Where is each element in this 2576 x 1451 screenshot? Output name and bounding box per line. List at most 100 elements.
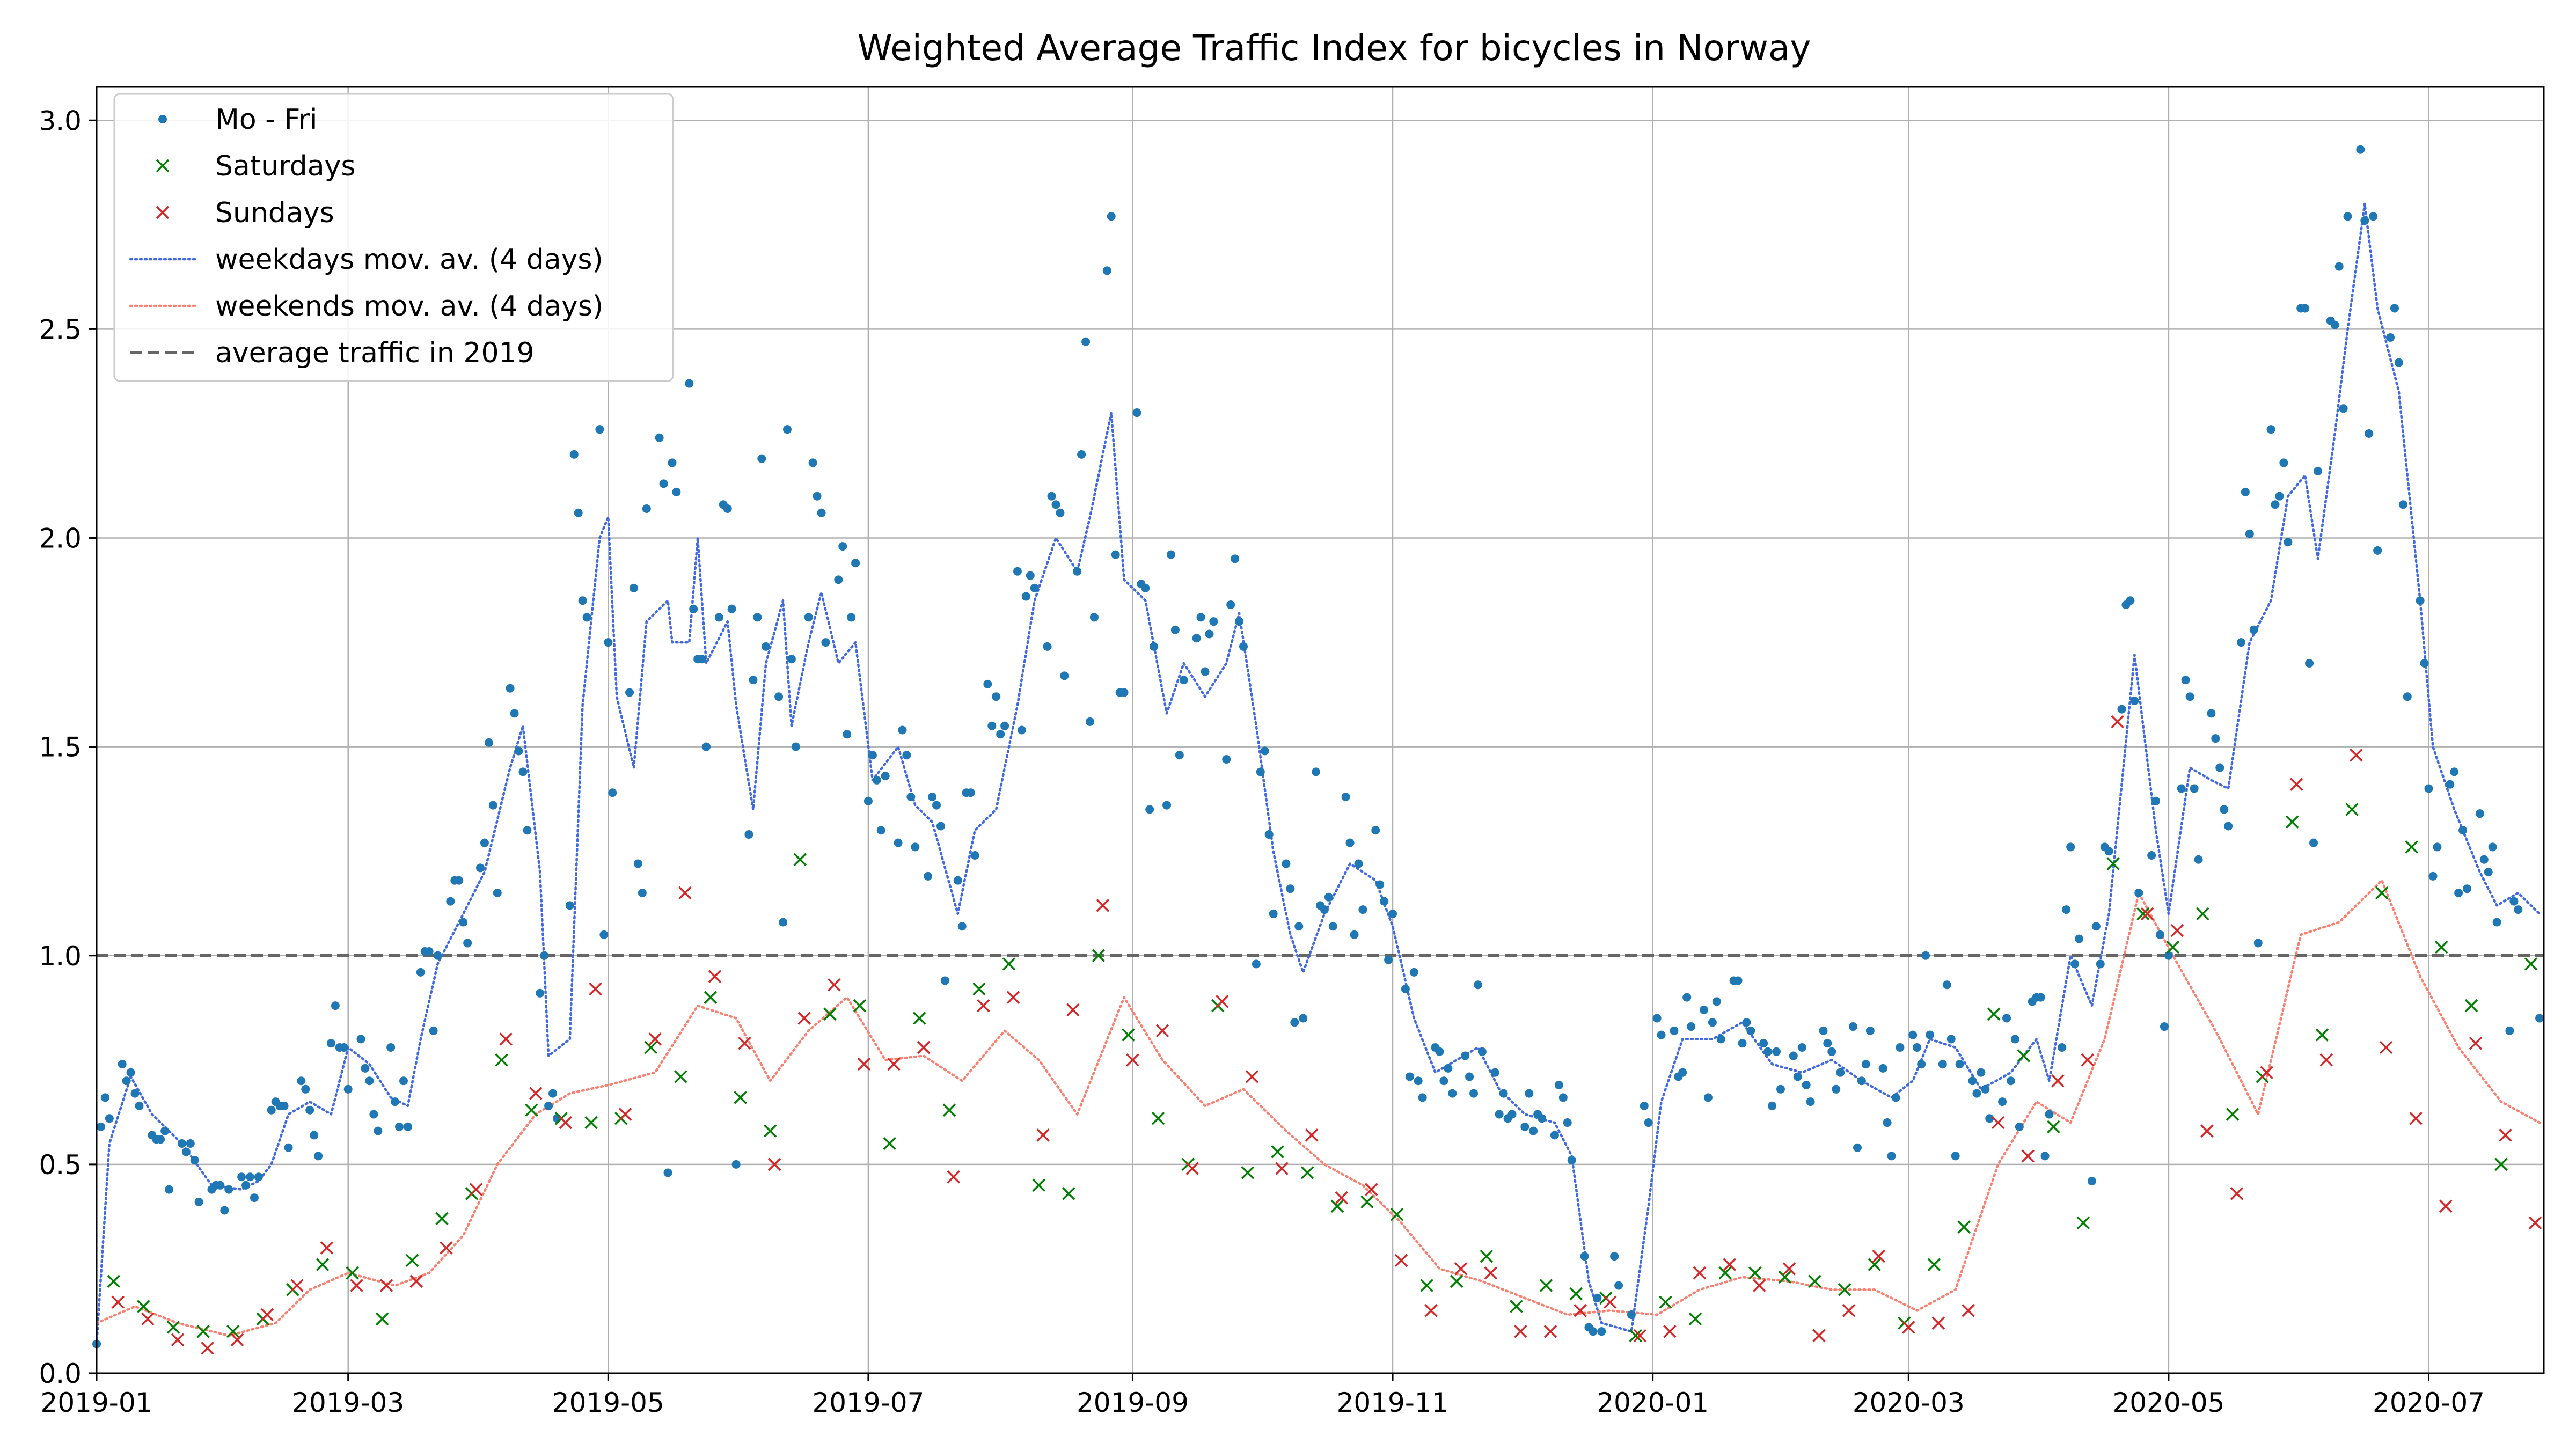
data-point	[1380, 897, 1389, 906]
data-point	[595, 425, 604, 434]
data-point	[226, 1324, 240, 1338]
data-point	[731, 1160, 741, 1169]
data-point	[230, 1333, 244, 1346]
data-point	[2528, 1216, 2542, 1230]
data-point	[2096, 959, 2105, 969]
data-point	[1962, 1304, 1975, 1317]
data-point	[625, 688, 634, 697]
data-point	[2006, 1076, 2015, 1086]
data-point	[1742, 1018, 1751, 1027]
data-point	[1390, 1208, 1404, 1221]
data-point	[1286, 884, 1295, 893]
data-point	[1271, 1145, 1284, 1159]
data-point	[618, 1108, 632, 1121]
data-point	[2111, 715, 2124, 729]
data-point	[194, 1197, 203, 1206]
data-point	[1345, 838, 1355, 847]
data-point	[1062, 1187, 1075, 1200]
data-point	[1305, 1128, 1319, 1142]
data-point	[2194, 855, 2203, 864]
data-point	[166, 1321, 180, 1334]
data-point	[1222, 754, 1231, 764]
data-point	[1473, 980, 1482, 990]
data-point	[484, 738, 493, 747]
data-point	[1687, 1022, 1696, 1031]
data-point	[1981, 1084, 1990, 1094]
data-point	[446, 897, 455, 906]
data-point	[1558, 1093, 1568, 1102]
data-point	[828, 978, 841, 992]
data-point	[589, 982, 602, 996]
data-point	[804, 613, 813, 622]
data-point	[902, 751, 911, 760]
data-point	[2420, 658, 2429, 668]
data-point	[2045, 1110, 2054, 1119]
data-point	[629, 583, 638, 592]
data-point	[1375, 880, 1385, 889]
data-point	[763, 1124, 777, 1138]
data-point	[857, 1057, 871, 1071]
data-point	[1150, 642, 1159, 651]
data-point	[2224, 822, 2233, 831]
data-point	[1778, 1270, 1792, 1284]
data-point	[1209, 617, 1218, 626]
data-point	[2081, 1053, 2095, 1067]
data-point	[514, 746, 523, 756]
data-point	[1789, 1051, 1798, 1060]
data-point	[2334, 262, 2344, 271]
data-point	[1772, 1047, 1781, 1056]
data-point	[906, 793, 916, 802]
data-point	[1102, 266, 1111, 275]
data-point	[2416, 596, 2425, 605]
data-point	[1360, 1195, 1374, 1209]
data-point	[475, 863, 485, 873]
data-point	[1659, 1295, 1672, 1309]
data-point	[2211, 734, 2220, 743]
data-point	[1896, 1043, 1905, 1052]
data-point	[224, 1185, 233, 1194]
data-point	[2230, 1187, 2244, 1200]
data-point	[1797, 1043, 1806, 1052]
data-point	[2509, 897, 2519, 906]
data-point	[493, 889, 502, 898]
data-point	[196, 1324, 210, 1338]
data-point	[1073, 567, 1082, 576]
data-point	[2330, 320, 2339, 329]
data-point	[2350, 748, 2363, 762]
data-point	[1490, 1068, 1499, 1077]
data-point	[1857, 1076, 1866, 1086]
data-point	[1543, 1324, 1557, 1338]
data-point	[1678, 1068, 1687, 1077]
data-point	[608, 788, 617, 797]
data-point	[565, 901, 574, 910]
data-point	[1216, 995, 1229, 1008]
data-point	[2439, 1199, 2453, 1213]
data-point	[2076, 1216, 2090, 1230]
data-point	[2394, 358, 2403, 367]
data-point	[1201, 667, 1210, 676]
data-point	[2190, 784, 2199, 793]
data-point	[1865, 1026, 1875, 1035]
data-point	[1239, 642, 1248, 651]
data-point	[1746, 1026, 1755, 1035]
data-point	[529, 1087, 543, 1100]
data-point	[1013, 567, 1022, 576]
data-point	[1597, 1327, 1606, 1336]
data-point	[2200, 1124, 2214, 1138]
data-point	[966, 788, 975, 797]
data-point	[1192, 634, 1201, 643]
data-point	[245, 1172, 254, 1182]
data-point	[1868, 1258, 1881, 1271]
data-point	[987, 721, 997, 730]
legend-marker	[156, 206, 170, 219]
data-point	[186, 1139, 195, 1148]
data-point	[201, 1342, 214, 1355]
data-point	[1693, 1266, 1707, 1280]
legend-marker	[156, 159, 170, 173]
data-point	[525, 1103, 538, 1117]
data-point	[1670, 1026, 1679, 1035]
data-point	[659, 479, 668, 488]
axis-ticks: 2019-01 2019-03 2019-05 2019-07 2019-09 2019-…	[39, 105, 2484, 1418]
data-point	[2405, 840, 2418, 854]
data-point	[1514, 1324, 1527, 1338]
